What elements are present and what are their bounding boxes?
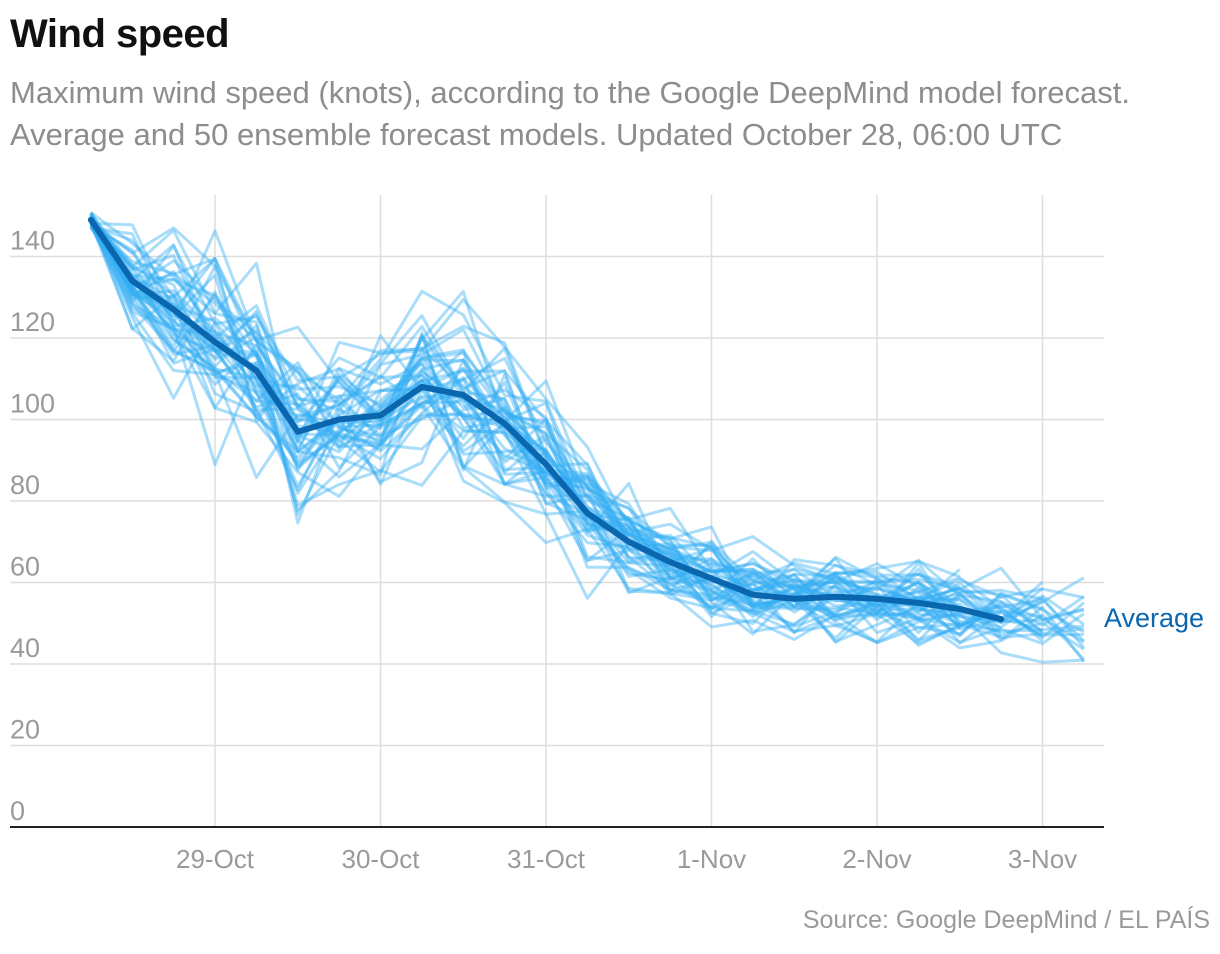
axes: 0 20 40 60 80 100 120 140 29-Oct 30-Oct 31-Oct 1-No… [10,226,1104,874]
y-tick-label: 100 [10,389,55,419]
ensemble-member-line [89,219,1002,645]
ensemble-member-line [90,221,1085,644]
ensemble-member-line [89,222,1002,644]
ensemble-member-line [89,221,1043,628]
ensemble-member-line [89,220,961,603]
x-tick-label: 31-Oct [507,844,586,874]
x-tick-label: 30-Oct [341,844,420,874]
ensemble-member-line [89,222,1084,664]
ensemble-member-line [89,220,1044,643]
ensemble-member-line [89,224,1085,632]
ensemble-member-line [90,225,1085,601]
chart-title: Wind speed [10,12,230,56]
y-tick-label: 60 [10,552,40,582]
ensemble-member-line [89,221,961,618]
ensemble-member-line [89,224,961,643]
ensemble-member-line [89,213,961,645]
x-tick-label: 29-Oct [176,844,255,874]
ensemble-member-line [89,222,1044,644]
y-tick-label: 40 [10,633,40,663]
ensemble-member-line [90,224,1085,631]
ensemble-member-line [90,224,961,609]
x-tick-label: 2-Nov [842,844,911,874]
y-tick-label: 0 [10,796,25,826]
ensemble-member-line [89,217,1085,634]
subtitle-line-2: Average and 50 ensemble forecast models.… [10,117,1063,152]
ensemble-member-line [89,222,1043,611]
ensemble-member-line [89,214,961,627]
ensemble-member-line [89,214,1044,633]
source-credit: Source: Google DeepMind / EL PAÍS [802,906,1210,934]
chart-subtitle: Maximum wind speed (knots), according to… [10,72,1215,156]
ensemble-member-line [89,217,961,644]
ensemble-lines [89,211,1086,664]
ensemble-member-line [90,211,1002,635]
ensemble-member-line [89,213,1085,622]
subtitle-line-1: Maximum wind speed (knots), according to… [10,75,1130,110]
average-series: Average [87,216,1204,633]
y-tick-label: 80 [10,470,40,500]
ensemble-member-line [89,217,1086,663]
ensemble-member-line [89,226,1044,625]
ensemble-member-line [89,215,1085,643]
ensemble-member-line [89,221,1043,633]
ensemble-member-line [89,218,1003,622]
ensemble-member-line [89,219,1085,639]
ensemble-member-line [89,215,1086,661]
ensemble-member-line [89,213,1085,646]
ensemble-member-line [89,226,1044,621]
ensemble-member-line [89,222,1044,635]
y-tick-label: 140 [10,226,55,256]
average-label: Average [1104,603,1204,633]
ensemble-member-line [89,211,1003,638]
y-tick-label: 20 [10,715,40,745]
y-tick-label: 120 [10,307,55,337]
ensemble-member-line [89,215,1085,636]
ensemble-member-line [89,222,961,583]
x-tick-label: 1-Nov [677,844,746,874]
ensemble-member-line [89,222,1084,645]
x-tick-label: 3-Nov [1008,844,1077,874]
grid [10,195,1104,827]
ensemble-member-line [89,219,1002,611]
